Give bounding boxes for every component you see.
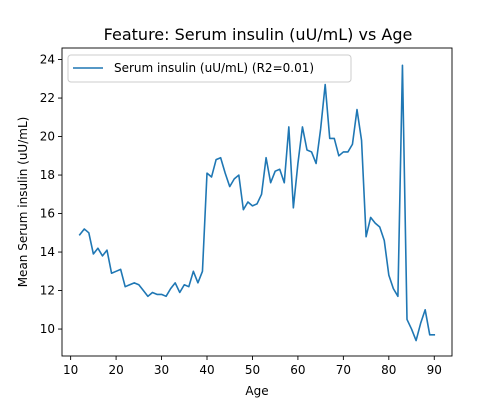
x-tick-label: 70 xyxy=(336,363,351,377)
y-tick-label: 16 xyxy=(40,207,55,221)
y-tick-label: 20 xyxy=(40,130,55,144)
y-tick-label: 12 xyxy=(40,284,55,298)
chart-title: Feature: Serum insulin (uU/mL) vs Age xyxy=(104,25,413,44)
y-tick-label: 14 xyxy=(40,245,55,259)
x-tick-label: 50 xyxy=(245,363,260,377)
y-tick-label: 22 xyxy=(40,91,55,105)
x-tick-label: 30 xyxy=(154,363,169,377)
y-tick-label: 10 xyxy=(40,322,55,336)
x-tick-label: 60 xyxy=(290,363,305,377)
series-line xyxy=(78,64,436,342)
y-tick-label: 24 xyxy=(40,53,55,67)
plot-area xyxy=(62,48,452,356)
y-axis-ticks: 10 12 14 16 18 20 22 24 xyxy=(40,53,62,336)
x-tick-label: 10 xyxy=(63,363,78,377)
y-axis-label: Mean Serum insulin (uU/mL) xyxy=(16,117,30,288)
legend-label: Serum insulin (uU/mL) (R2=0.01) xyxy=(114,61,314,75)
y-tick-label: 18 xyxy=(40,168,55,182)
legend-frame xyxy=(67,54,352,83)
x-axis-ticks: 10 20 30 40 50 60 70 80 90 xyxy=(63,356,442,377)
legend: Serum insulin (uU/mL) (R2=0.01) xyxy=(67,54,352,83)
plot-frame xyxy=(61,47,453,357)
x-tick-label: 20 xyxy=(108,363,123,377)
x-axis-label: Age xyxy=(245,384,268,398)
x-tick-label: 80 xyxy=(381,363,396,377)
x-tick-label: 90 xyxy=(427,363,442,377)
x-tick-label: 40 xyxy=(199,363,214,377)
